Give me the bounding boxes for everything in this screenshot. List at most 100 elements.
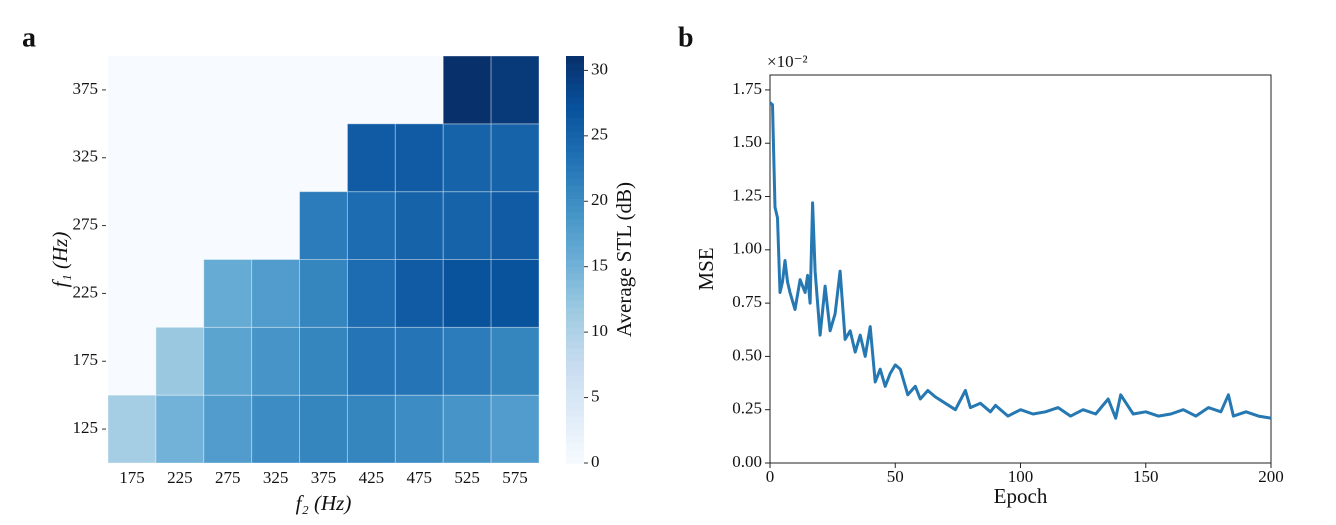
colorbar-tick-label: 20 (591, 190, 608, 209)
y-tick-label: 375 (73, 79, 99, 98)
colorbar-segment (566, 442, 584, 451)
colorbar-segment (566, 388, 584, 396)
heatmap-cell (442, 259, 492, 328)
colorbar-segment (566, 123, 584, 132)
colorbar-segment (566, 245, 584, 254)
colorbar-segment (566, 110, 584, 118)
colorbar-segment (566, 279, 584, 288)
heatmap-cell (203, 326, 253, 396)
x-tick-label: 175 (119, 468, 145, 487)
colorbar-segment (566, 212, 584, 220)
y-tick-label: 0.50 (732, 345, 762, 364)
x-tick-label: 50 (887, 467, 904, 486)
colorbar-segment (566, 449, 584, 457)
heatmap-cell (490, 55, 540, 125)
colorbar-segment (566, 150, 584, 159)
y-tick-label: 0.75 (732, 292, 762, 311)
colorbar-segment (566, 76, 584, 84)
colorbar-segment (566, 178, 584, 186)
heatmap-cell (394, 191, 444, 261)
colorbar-segment (566, 130, 584, 138)
colorbar-segment (566, 381, 584, 389)
colorbar-segment (566, 164, 584, 172)
colorbar-tick-label: 15 (591, 256, 608, 275)
y-tick-label: 325 (73, 147, 99, 166)
heatmap-cell (299, 259, 348, 328)
heatmap-cell (346, 394, 396, 464)
panel-label: b (678, 22, 694, 53)
heatmap-cell (346, 123, 396, 193)
y-tick-label: 1.25 (732, 185, 762, 204)
colorbar-segment (566, 340, 584, 349)
heatmap-cell (346, 191, 396, 261)
heatmap-cell (203, 394, 253, 464)
x-tick-label: 200 (1258, 467, 1284, 486)
colorbar-segment (566, 300, 584, 308)
heatmap-cell (299, 191, 348, 261)
heatmap-cell (107, 394, 157, 464)
heatmap-cell (155, 394, 205, 464)
colorbar-segment (566, 266, 584, 274)
colorbar-segment (566, 56, 584, 64)
y-axis-label: f₁ (Hz) (48, 232, 72, 288)
colorbar-segment (566, 62, 584, 71)
colorbar-segment (566, 191, 584, 200)
x-axis-label: f₂ (Hz) (296, 491, 352, 515)
x-axis-label: Epoch (994, 484, 1048, 508)
x-tick-label: 525 (454, 468, 480, 487)
heatmap-cell (203, 259, 253, 328)
y-tick-label: 0.25 (732, 399, 762, 418)
heatmap-cell (346, 259, 396, 328)
colorbar-segment (566, 232, 584, 240)
y-axis-label: MSE (694, 247, 718, 290)
colorbar-segment (566, 239, 584, 247)
colorbar-segment (566, 252, 584, 261)
y-tick-label: 275 (73, 214, 99, 233)
y-tick-label: 0.00 (732, 452, 762, 471)
heatmap-cell (299, 394, 348, 464)
colorbar-segment (566, 117, 584, 125)
colorbar-segment (566, 205, 584, 213)
heatmap-cell (394, 394, 444, 464)
colorbar-segment (566, 422, 584, 430)
colorbar-tick-label: 10 (591, 321, 608, 340)
heatmap-cell (299, 326, 348, 396)
colorbar-segment (566, 184, 584, 193)
colorbar-segment (566, 103, 584, 111)
heatmap-cell (394, 123, 444, 193)
colorbar-segment (566, 293, 584, 301)
heatmap-cell (251, 259, 301, 328)
colorbar-segment (566, 395, 584, 403)
colorbar-tick-label: 0 (591, 452, 600, 471)
line-series (769, 101, 1272, 420)
heatmap-cell (442, 326, 492, 396)
colorbar-segment (566, 306, 584, 315)
heatmap-cell (251, 394, 301, 464)
colorbar-segment (566, 225, 584, 233)
y-tick-label: 125 (73, 418, 99, 437)
x-tick-label: 150 (1133, 467, 1159, 486)
colorbar-segment (566, 218, 584, 227)
colorbar-segment (566, 198, 584, 206)
colorbar-segment (566, 415, 584, 423)
colorbar-segment (566, 96, 584, 105)
x-tick-label: 275 (215, 468, 241, 487)
heatmap-cell (251, 326, 301, 396)
heatmap-cell (442, 123, 492, 193)
colorbar-segment (566, 89, 584, 98)
colorbar-segment (566, 69, 584, 77)
x-tick-label: 375 (311, 468, 337, 487)
x-tick-label: 100 (1008, 467, 1034, 486)
heatmap-cell (346, 326, 396, 396)
heatmap-cell (394, 326, 444, 396)
heatmap-cell (442, 394, 492, 464)
colorbar-segment (566, 259, 584, 267)
heatmap-cell (490, 326, 540, 396)
panel-label: a (22, 22, 36, 53)
colorbar-segment (566, 435, 584, 444)
colorbar-segment (566, 137, 584, 145)
heatmap-cell (490, 191, 540, 261)
colorbar-segment (566, 157, 584, 166)
colorbar-segment (566, 171, 584, 179)
